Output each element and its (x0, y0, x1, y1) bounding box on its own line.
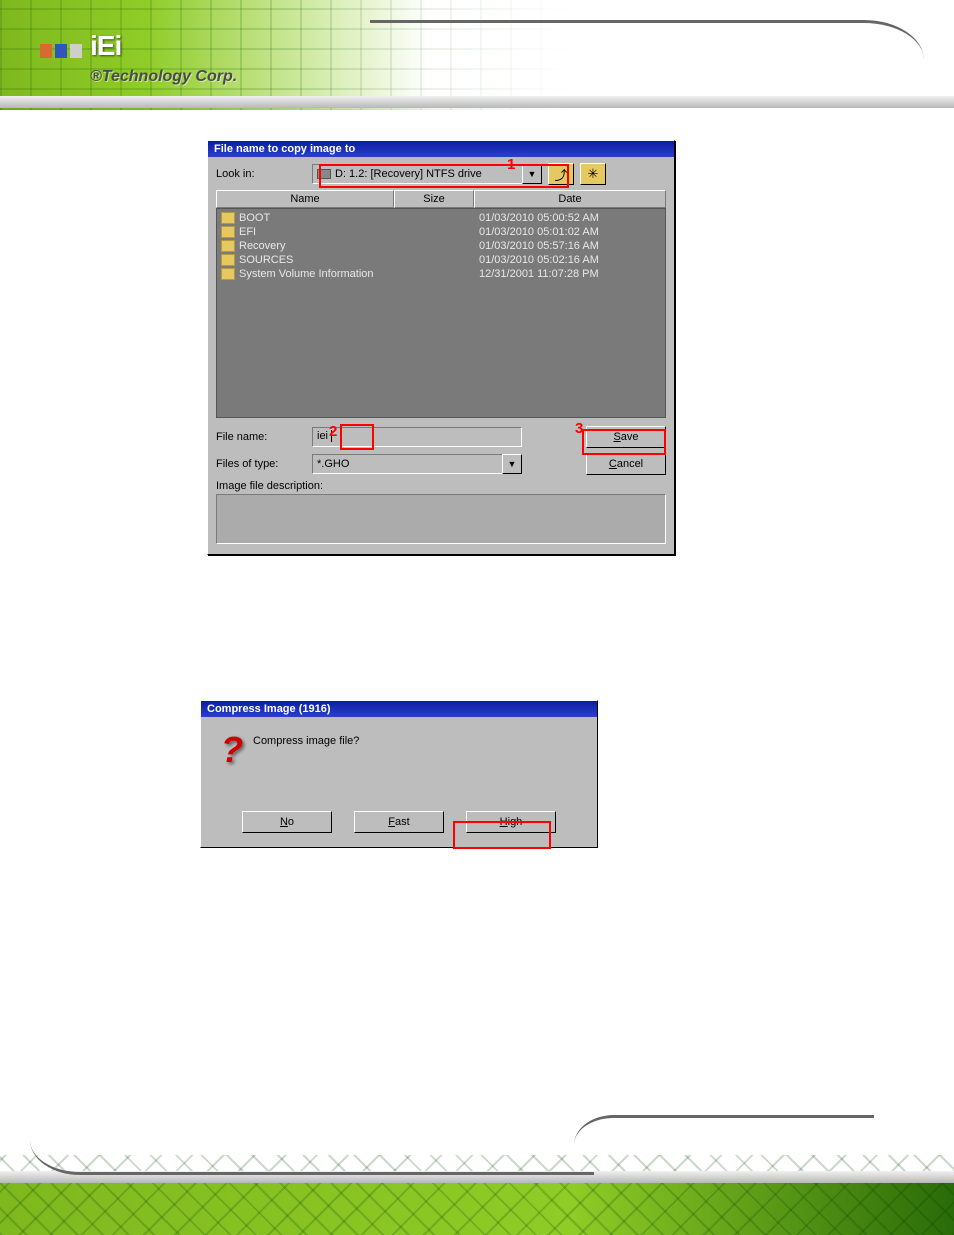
compress-question: Compress image file? (253, 729, 359, 747)
look-in-label: Look in: (216, 168, 306, 180)
redbox-high (453, 821, 551, 849)
filetype-label: Files of type: (216, 458, 306, 470)
file-name: EFI (239, 226, 399, 238)
footer-curve-left (30, 1125, 594, 1175)
dialog-titlebar: Compress Image (1916) (201, 701, 597, 717)
question-icon: ? (211, 729, 253, 771)
callout-3: 3 (575, 420, 583, 437)
col-name[interactable]: Name (216, 190, 394, 208)
header-stripe (0, 96, 954, 108)
logo-block (55, 44, 67, 58)
col-date[interactable]: Date (474, 190, 666, 208)
callout-2: 2 (329, 423, 337, 440)
file-name: BOOT (239, 212, 399, 224)
header-curve (370, 20, 924, 80)
redbox-look-in (319, 164, 569, 188)
file-date: 12/31/2001 11:07:28 PM (479, 268, 599, 280)
callout-1: 1 (507, 156, 515, 173)
fast-button[interactable]: Fast (354, 811, 444, 833)
file-row[interactable]: EFI 01/03/2010 05:01:02 AM (219, 225, 663, 239)
logo-block (40, 44, 52, 58)
file-date: 01/03/2010 05:57:16 AM (479, 240, 599, 252)
file-size (399, 268, 479, 280)
file-name: System Volume Information (239, 268, 399, 280)
file-list[interactable]: BOOT 01/03/2010 05:00:52 AM EFI 01/03/2010… (216, 208, 666, 418)
logo: iEi (40, 30, 121, 62)
filetype-dropdown-button[interactable]: ▼ (502, 454, 522, 474)
file-save-dialog: File name to copy image to Look in: D: 1… (207, 140, 675, 555)
filelist-header: Name Size Date (216, 190, 666, 208)
logo-tagline: ®Technology Corp. (90, 68, 237, 86)
file-date: 01/03/2010 05:01:02 AM (479, 226, 599, 238)
file-size (399, 240, 479, 252)
no-button[interactable]: No (242, 811, 332, 833)
file-name: SOURCES (239, 254, 399, 266)
description-input[interactable] (216, 494, 666, 544)
file-size (399, 212, 479, 224)
file-size (399, 254, 479, 266)
file-row[interactable]: BOOT 01/03/2010 05:00:52 AM (219, 211, 663, 225)
file-date: 01/03/2010 05:02:16 AM (479, 254, 599, 266)
file-row[interactable]: Recovery 01/03/2010 05:57:16 AM (219, 239, 663, 253)
file-date: 01/03/2010 05:00:52 AM (479, 212, 599, 224)
col-size[interactable]: Size (394, 190, 474, 208)
folder-icon (221, 254, 235, 266)
file-size (399, 226, 479, 238)
file-row[interactable]: SOURCES 01/03/2010 05:02:16 AM (219, 253, 663, 267)
folder-icon (221, 212, 235, 224)
folder-icon (221, 268, 235, 280)
new-folder-button[interactable]: ✳ (580, 163, 606, 185)
folder-icon (221, 226, 235, 238)
filetype-combo[interactable]: *.GHO ▼ (312, 454, 522, 474)
file-name: Recovery (239, 240, 399, 252)
footer-curve-right (574, 1115, 874, 1155)
dialog-titlebar: File name to copy image to (208, 141, 674, 157)
cancel-button[interactable]: Cancel (586, 453, 666, 475)
redbox-filename (340, 424, 374, 450)
file-row[interactable]: System Volume Information 12/31/2001 11:0… (219, 267, 663, 281)
folder-icon (221, 240, 235, 252)
logo-block (70, 44, 82, 58)
logo-text: iEi (90, 30, 121, 62)
filename-label: File name: (216, 431, 306, 443)
redbox-save (582, 429, 666, 455)
description-label: Image file description: (216, 480, 323, 492)
